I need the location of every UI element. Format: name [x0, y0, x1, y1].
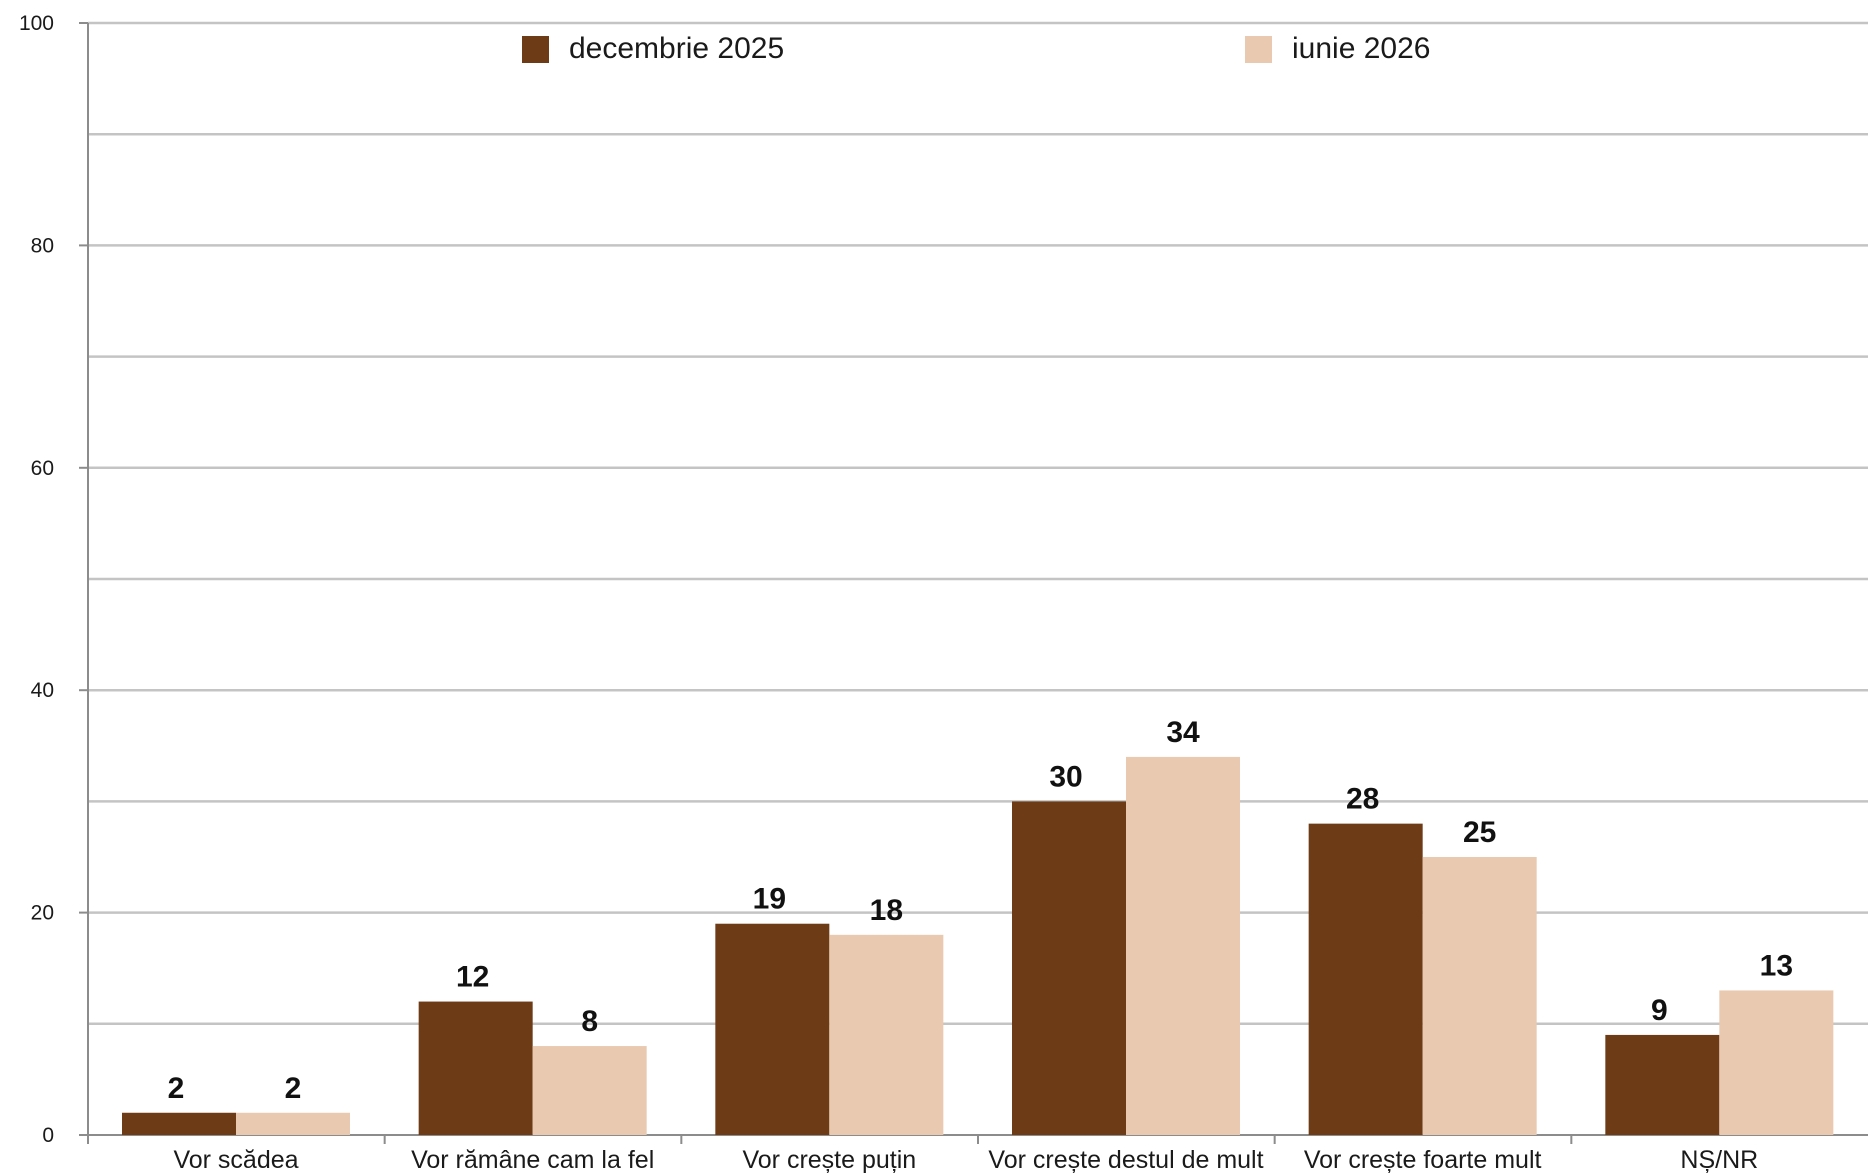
data-label: 2	[285, 1072, 302, 1105]
bar-series-1	[1308, 823, 1423, 1135]
y-tick-label: 20	[31, 902, 54, 925]
bar-series-2	[1422, 857, 1537, 1135]
legend-label-series-2: iunie 2026	[1292, 32, 1431, 65]
data-label: 2	[168, 1072, 185, 1105]
bar-series-2	[236, 1112, 350, 1135]
legend-swatch-series-1	[522, 35, 549, 63]
x-category-label: Vor crește destul de mult	[988, 1146, 1263, 1173]
y-tick-label: 100	[19, 12, 54, 35]
data-label: 30	[1049, 760, 1082, 793]
data-label: 25	[1463, 816, 1496, 849]
y-tick-label: 40	[31, 679, 54, 702]
data-label: 12	[456, 961, 489, 994]
y-tick-label: 80	[31, 234, 54, 257]
bar-series-1	[1605, 1034, 1720, 1135]
legend-item-series-2: iunie 2026	[1245, 32, 1430, 66]
x-category-label: Vor crește foarte mult	[1304, 1146, 1542, 1173]
bar-series-1	[715, 923, 830, 1135]
x-category-label: Vor rămâne cam la fel	[411, 1146, 654, 1173]
bar-series-2	[1126, 756, 1240, 1135]
legend-label-series-1: decembrie 2025	[569, 32, 785, 65]
bar-series-1	[418, 1001, 533, 1135]
data-label: 34	[1166, 716, 1200, 749]
legend-item-series-1: decembrie 2025	[522, 32, 784, 66]
data-label: 9	[1651, 994, 1668, 1027]
data-label: 13	[1760, 949, 1793, 982]
bar-series-2	[829, 934, 944, 1135]
x-category-label: Vor crește puțin	[742, 1146, 916, 1173]
bar-series-1	[122, 1112, 236, 1135]
data-label: 28	[1346, 783, 1379, 816]
bar-series-2	[532, 1046, 647, 1135]
bar-series-2	[1719, 990, 1834, 1135]
y-tick-label: 60	[31, 457, 54, 480]
bar-series-1	[1012, 801, 1126, 1135]
data-label: 19	[753, 883, 786, 916]
x-category-label: NȘ/NR	[1680, 1146, 1758, 1173]
legend-swatch-series-2	[1245, 35, 1272, 63]
data-label: 18	[870, 894, 903, 927]
x-category-label: Vor scădea	[173, 1146, 298, 1173]
y-tick-label: 0	[42, 1124, 54, 1147]
data-label: 8	[581, 1005, 598, 1038]
